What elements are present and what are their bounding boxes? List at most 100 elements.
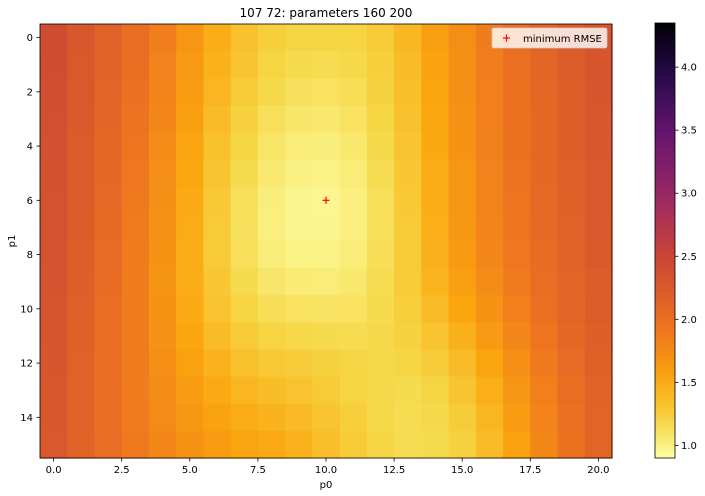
heatmap-cell (40, 186, 68, 215)
x-tick-label: 2.5 (114, 465, 130, 476)
heatmap-cell (475, 186, 504, 215)
heatmap-cell (339, 186, 368, 215)
heatmap-cell (394, 430, 422, 459)
heatmap-cell (448, 268, 477, 296)
minimum-marker-layer (322, 196, 330, 204)
heatmap-cell (366, 105, 395, 134)
heatmap-cell (339, 213, 368, 242)
heatmap-cell (475, 132, 504, 161)
heatmap-cell (285, 213, 313, 242)
heatmap-cell (448, 105, 477, 134)
heatmap-cell (475, 295, 504, 323)
heatmap-cell (312, 24, 341, 52)
heatmap-cell (94, 186, 123, 215)
colorbar-tick-label: 2.0 (681, 315, 697, 326)
heatmap-cell (312, 241, 341, 269)
heatmap-cell (312, 403, 341, 432)
heatmap-cell (67, 430, 96, 459)
heatmap-cell (584, 51, 613, 79)
heatmap-cell (230, 186, 259, 215)
heatmap-cell (503, 213, 531, 242)
y-axis-label: p1 (7, 235, 18, 248)
heatmap-cell (339, 349, 368, 378)
x-tick-label: 15.0 (451, 465, 473, 476)
heatmap-cell (203, 376, 232, 405)
heatmap-cell (40, 349, 68, 378)
heatmap-cell (148, 213, 177, 242)
heatmap-cell (312, 51, 341, 79)
heatmap-cell (94, 295, 123, 323)
heatmap-cell (503, 241, 531, 269)
x-tick-label: 5.0 (182, 465, 198, 476)
heatmap-cell (584, 132, 613, 161)
heatmap-cell (121, 159, 150, 188)
heatmap-cell (121, 430, 150, 459)
heatmap-cell (230, 51, 259, 79)
heatmap-cell (203, 24, 232, 52)
heatmap-cell (94, 376, 123, 405)
heatmap-cell (176, 268, 205, 296)
heatmap-cell (557, 159, 586, 188)
heatmap-cell (40, 159, 68, 188)
heatmap-cell (148, 24, 177, 52)
heatmap-cell (339, 430, 368, 459)
heatmap-cell (339, 24, 368, 52)
heatmap-cell (148, 51, 177, 79)
heatmap-cell (557, 105, 586, 134)
x-tick-label: 17.5 (519, 465, 541, 476)
heatmap-cell (257, 186, 286, 215)
heatmap-cell (312, 213, 341, 242)
heatmap-cell (67, 349, 96, 378)
heatmap-cell (148, 268, 177, 296)
heatmap-cell (339, 159, 368, 188)
heatmap-cell (148, 186, 177, 215)
heatmap-cell (339, 78, 368, 106)
heatmap-cell (40, 105, 68, 134)
heatmap-cell (366, 186, 395, 215)
heatmap-cell (148, 241, 177, 269)
heatmap-cell (203, 268, 232, 296)
heatmap-cell (67, 51, 96, 79)
heatmap-cell (312, 349, 341, 378)
heatmap-cell (94, 24, 123, 52)
heatmap-cell (557, 295, 586, 323)
heatmap-cell (475, 241, 504, 269)
heatmap-cell (530, 241, 559, 269)
colorbar-gradient (654, 22, 676, 459)
heatmap-cell (448, 376, 477, 405)
heatmap-cell (257, 430, 286, 459)
heatmap-cell (394, 24, 422, 52)
colorbar: 1.0 1.5 2.0 2.5 3.0 3.5 4.0 (654, 22, 697, 459)
heatmap-cell (94, 159, 123, 188)
heatmap-cell (94, 322, 123, 351)
heatmap-cell (257, 51, 286, 79)
heatmap-cell (148, 430, 177, 459)
y-tick-label: 4 (27, 142, 33, 153)
heatmap-cell (285, 349, 313, 378)
heatmap-cell (257, 322, 286, 351)
heatmap-cell (394, 241, 422, 269)
heatmap-cell (366, 403, 395, 432)
heatmap-cell (121, 322, 150, 351)
colorbar-tick-label: 4.0 (681, 63, 697, 74)
heatmap-cell (584, 78, 613, 106)
y-axis: 0 2 4 6 8 10 12 14 (20, 33, 40, 424)
heatmap-cell (312, 78, 341, 106)
heatmap-cell (530, 105, 559, 134)
heatmap-cell (584, 159, 613, 188)
heatmap-cell (257, 295, 286, 323)
heatmap-cell (285, 78, 313, 106)
heatmap-cell (312, 105, 341, 134)
heatmap-cell (530, 349, 559, 378)
heatmap-cell (176, 186, 205, 215)
heatmap-cell (203, 241, 232, 269)
colorbar-tick-label: 1.0 (681, 441, 697, 452)
heatmap-cell (475, 349, 504, 378)
heatmap-cell (339, 51, 368, 79)
colorbar-tick-label: 3.5 (681, 126, 697, 137)
heatmap-cell (121, 24, 150, 52)
heatmap-cell (230, 403, 259, 432)
heatmap-cell (40, 78, 68, 106)
heatmap-cell (230, 295, 259, 323)
heatmap-cell (366, 241, 395, 269)
